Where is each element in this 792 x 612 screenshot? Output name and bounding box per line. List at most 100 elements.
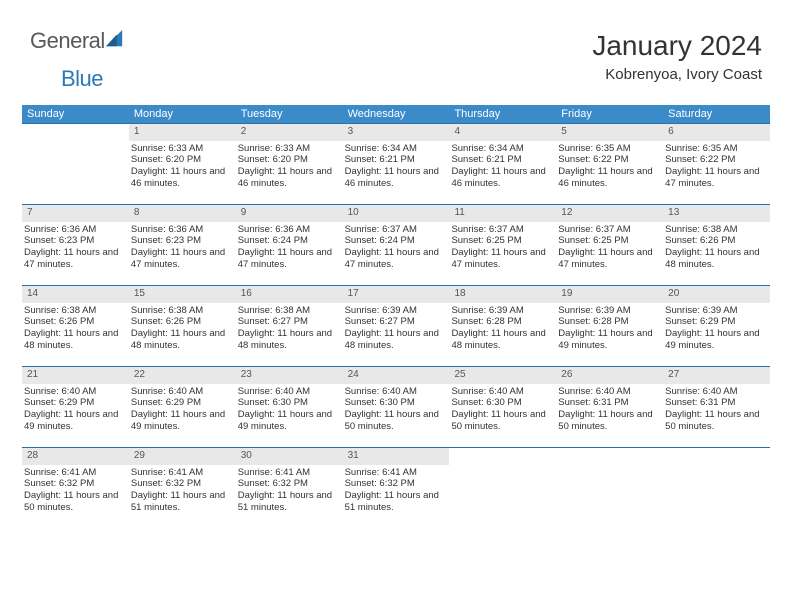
sunset-line: Sunset: 6:31 PM bbox=[665, 397, 766, 409]
day-details: Sunrise: 6:38 AMSunset: 6:26 PMDaylight:… bbox=[22, 303, 129, 357]
sunrise-line: Sunrise: 6:39 AM bbox=[558, 305, 659, 317]
calendar-cell: 22Sunrise: 6:40 AMSunset: 6:29 PMDayligh… bbox=[129, 367, 236, 447]
weekday-header: Sunday bbox=[22, 105, 129, 123]
sunrise-line: Sunrise: 6:39 AM bbox=[345, 305, 446, 317]
day-number: 22 bbox=[129, 367, 236, 384]
sunrise-line: Sunrise: 6:37 AM bbox=[558, 224, 659, 236]
day-details: Sunrise: 6:33 AMSunset: 6:20 PMDaylight:… bbox=[236, 141, 343, 195]
sunrise-line: Sunrise: 6:39 AM bbox=[451, 305, 552, 317]
calendar-cell: 13Sunrise: 6:38 AMSunset: 6:26 PMDayligh… bbox=[663, 205, 770, 285]
daylight-line: Daylight: 11 hours and 48 minutes. bbox=[451, 328, 552, 352]
calendar-cell: 26Sunrise: 6:40 AMSunset: 6:31 PMDayligh… bbox=[556, 367, 663, 447]
day-details: Sunrise: 6:40 AMSunset: 6:29 PMDaylight:… bbox=[22, 384, 129, 438]
daylight-line: Daylight: 11 hours and 51 minutes. bbox=[345, 490, 446, 514]
daylight-line: Daylight: 11 hours and 50 minutes. bbox=[451, 409, 552, 433]
sunrise-line: Sunrise: 6:40 AM bbox=[665, 386, 766, 398]
calendar-week: 28Sunrise: 6:41 AMSunset: 6:32 PMDayligh… bbox=[22, 447, 770, 528]
daylight-line: Daylight: 11 hours and 49 minutes. bbox=[24, 409, 125, 433]
calendar-cell: 14Sunrise: 6:38 AMSunset: 6:26 PMDayligh… bbox=[22, 286, 129, 366]
sunset-line: Sunset: 6:27 PM bbox=[238, 316, 339, 328]
sunset-line: Sunset: 6:23 PM bbox=[131, 235, 232, 247]
day-details: Sunrise: 6:40 AMSunset: 6:30 PMDaylight:… bbox=[449, 384, 556, 438]
brand-text-general: General bbox=[30, 28, 105, 54]
sunset-line: Sunset: 6:26 PM bbox=[24, 316, 125, 328]
day-details: Sunrise: 6:38 AMSunset: 6:26 PMDaylight:… bbox=[129, 303, 236, 357]
sunrise-line: Sunrise: 6:39 AM bbox=[665, 305, 766, 317]
sunrise-line: Sunrise: 6:33 AM bbox=[131, 143, 232, 155]
calendar: SundayMondayTuesdayWednesdayThursdayFrid… bbox=[22, 105, 770, 528]
sunrise-line: Sunrise: 6:40 AM bbox=[451, 386, 552, 398]
day-number: 1 bbox=[129, 124, 236, 141]
header-month: January 2024 bbox=[592, 30, 762, 62]
sunset-line: Sunset: 6:21 PM bbox=[345, 154, 446, 166]
day-details: Sunrise: 6:35 AMSunset: 6:22 PMDaylight:… bbox=[663, 141, 770, 195]
sunset-line: Sunset: 6:24 PM bbox=[345, 235, 446, 247]
day-details: Sunrise: 6:36 AMSunset: 6:23 PMDaylight:… bbox=[129, 222, 236, 276]
sunset-line: Sunset: 6:26 PM bbox=[665, 235, 766, 247]
calendar-cell: 6Sunrise: 6:35 AMSunset: 6:22 PMDaylight… bbox=[663, 124, 770, 204]
sunset-line: Sunset: 6:32 PM bbox=[345, 478, 446, 490]
daylight-line: Daylight: 11 hours and 47 minutes. bbox=[665, 166, 766, 190]
sunrise-line: Sunrise: 6:36 AM bbox=[131, 224, 232, 236]
daylight-line: Daylight: 11 hours and 47 minutes. bbox=[451, 247, 552, 271]
calendar-week: 7Sunrise: 6:36 AMSunset: 6:23 PMDaylight… bbox=[22, 204, 770, 285]
sunset-line: Sunset: 6:28 PM bbox=[451, 316, 552, 328]
calendar-cell: 9Sunrise: 6:36 AMSunset: 6:24 PMDaylight… bbox=[236, 205, 343, 285]
day-details: Sunrise: 6:34 AMSunset: 6:21 PMDaylight:… bbox=[343, 141, 450, 195]
day-details: Sunrise: 6:41 AMSunset: 6:32 PMDaylight:… bbox=[129, 465, 236, 519]
day-number: 6 bbox=[663, 124, 770, 141]
sunset-line: Sunset: 6:20 PM bbox=[238, 154, 339, 166]
day-number: 27 bbox=[663, 367, 770, 384]
day-details: Sunrise: 6:40 AMSunset: 6:31 PMDaylight:… bbox=[556, 384, 663, 438]
day-details: Sunrise: 6:36 AMSunset: 6:23 PMDaylight:… bbox=[22, 222, 129, 276]
weekday-header: Friday bbox=[556, 105, 663, 123]
calendar-cell: 2Sunrise: 6:33 AMSunset: 6:20 PMDaylight… bbox=[236, 124, 343, 204]
daylight-line: Daylight: 11 hours and 46 minutes. bbox=[451, 166, 552, 190]
daylight-line: Daylight: 11 hours and 51 minutes. bbox=[131, 490, 232, 514]
day-details: Sunrise: 6:39 AMSunset: 6:27 PMDaylight:… bbox=[343, 303, 450, 357]
daylight-line: Daylight: 11 hours and 47 minutes. bbox=[131, 247, 232, 271]
calendar-cell: 30Sunrise: 6:41 AMSunset: 6:32 PMDayligh… bbox=[236, 448, 343, 528]
calendar-cell: 12Sunrise: 6:37 AMSunset: 6:25 PMDayligh… bbox=[556, 205, 663, 285]
daylight-line: Daylight: 11 hours and 47 minutes. bbox=[345, 247, 446, 271]
daylight-line: Daylight: 11 hours and 48 minutes. bbox=[131, 328, 232, 352]
calendar-cell: 4Sunrise: 6:34 AMSunset: 6:21 PMDaylight… bbox=[449, 124, 556, 204]
sunset-line: Sunset: 6:32 PM bbox=[131, 478, 232, 490]
sunset-line: Sunset: 6:29 PM bbox=[131, 397, 232, 409]
calendar-cell: 19Sunrise: 6:39 AMSunset: 6:28 PMDayligh… bbox=[556, 286, 663, 366]
weekday-header: Wednesday bbox=[343, 105, 450, 123]
sunrise-line: Sunrise: 6:41 AM bbox=[345, 467, 446, 479]
sunrise-line: Sunrise: 6:41 AM bbox=[131, 467, 232, 479]
calendar-week: 1Sunrise: 6:33 AMSunset: 6:20 PMDaylight… bbox=[22, 123, 770, 204]
day-details: Sunrise: 6:34 AMSunset: 6:21 PMDaylight:… bbox=[449, 141, 556, 195]
calendar-cell bbox=[663, 448, 770, 528]
daylight-line: Daylight: 11 hours and 47 minutes. bbox=[24, 247, 125, 271]
day-number: 31 bbox=[343, 448, 450, 465]
daylight-line: Daylight: 11 hours and 47 minutes. bbox=[238, 247, 339, 271]
day-number: 18 bbox=[449, 286, 556, 303]
sunrise-line: Sunrise: 6:35 AM bbox=[558, 143, 659, 155]
daylight-line: Daylight: 11 hours and 46 minutes. bbox=[558, 166, 659, 190]
daylight-line: Daylight: 11 hours and 49 minutes. bbox=[238, 409, 339, 433]
sunset-line: Sunset: 6:22 PM bbox=[558, 154, 659, 166]
day-number: 30 bbox=[236, 448, 343, 465]
sunset-line: Sunset: 6:29 PM bbox=[665, 316, 766, 328]
weekday-header: Thursday bbox=[449, 105, 556, 123]
day-details: Sunrise: 6:41 AMSunset: 6:32 PMDaylight:… bbox=[236, 465, 343, 519]
sunset-line: Sunset: 6:30 PM bbox=[345, 397, 446, 409]
weekday-header: Tuesday bbox=[236, 105, 343, 123]
sunrise-line: Sunrise: 6:34 AM bbox=[451, 143, 552, 155]
calendar-cell: 29Sunrise: 6:41 AMSunset: 6:32 PMDayligh… bbox=[129, 448, 236, 528]
day-number: 16 bbox=[236, 286, 343, 303]
page-header: January 2024 Kobrenyoa, Ivory Coast bbox=[592, 30, 762, 83]
calendar-cell: 20Sunrise: 6:39 AMSunset: 6:29 PMDayligh… bbox=[663, 286, 770, 366]
sunset-line: Sunset: 6:28 PM bbox=[558, 316, 659, 328]
day-number: 21 bbox=[22, 367, 129, 384]
day-details: Sunrise: 6:40 AMSunset: 6:30 PMDaylight:… bbox=[236, 384, 343, 438]
sunset-line: Sunset: 6:31 PM bbox=[558, 397, 659, 409]
weekday-header: Saturday bbox=[663, 105, 770, 123]
sunrise-line: Sunrise: 6:34 AM bbox=[345, 143, 446, 155]
sunrise-line: Sunrise: 6:40 AM bbox=[558, 386, 659, 398]
calendar-cell: 15Sunrise: 6:38 AMSunset: 6:26 PMDayligh… bbox=[129, 286, 236, 366]
daylight-line: Daylight: 11 hours and 49 minutes. bbox=[665, 328, 766, 352]
